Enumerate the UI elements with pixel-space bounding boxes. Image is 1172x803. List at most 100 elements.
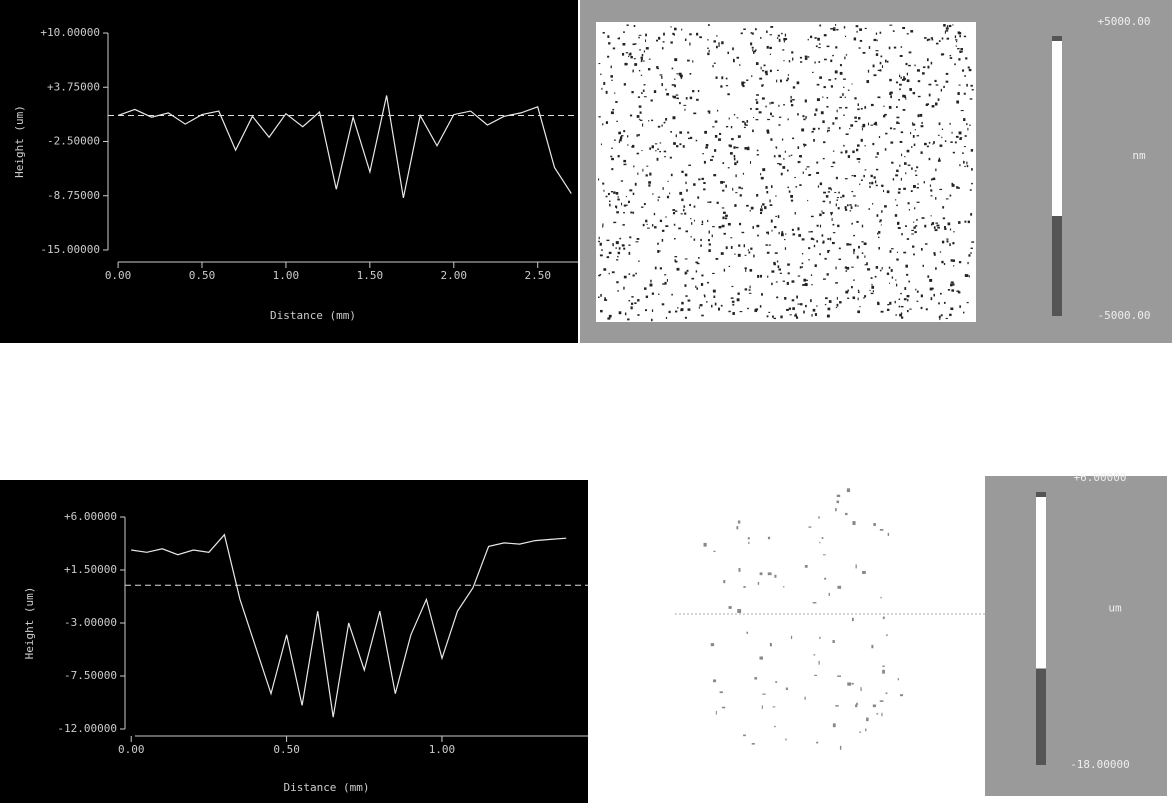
speckle	[659, 151, 662, 153]
speckle	[764, 70, 768, 74]
speckle	[623, 163, 627, 166]
speckle	[879, 219, 882, 222]
speckle	[916, 186, 919, 189]
speckle	[752, 49, 754, 52]
speckle	[872, 142, 875, 146]
x-axis-label: Distance (mm)	[270, 309, 356, 322]
speckle	[643, 287, 647, 290]
speckle	[623, 275, 627, 279]
speckle	[742, 172, 745, 175]
speckle	[783, 60, 785, 62]
speckle	[753, 254, 755, 258]
speckle	[617, 198, 620, 201]
speckle	[952, 242, 955, 245]
speckle	[681, 170, 684, 173]
speckle	[728, 265, 731, 267]
speckle	[875, 266, 879, 269]
speckle	[750, 32, 753, 34]
speckle	[735, 192, 738, 194]
speckle	[713, 174, 717, 177]
speckle	[647, 227, 650, 229]
speckle	[924, 243, 928, 245]
speckle	[827, 307, 831, 311]
speckle	[751, 75, 753, 77]
speckle	[957, 291, 961, 294]
speckle	[835, 203, 837, 207]
speckle	[933, 293, 935, 297]
speckle	[679, 143, 682, 146]
speckle	[852, 296, 856, 300]
speckle	[921, 72, 925, 75]
speckle	[722, 189, 725, 192]
speckle	[703, 188, 706, 191]
speckle	[819, 213, 822, 217]
speckle	[703, 294, 706, 296]
speckle	[846, 266, 850, 270]
speckle	[770, 185, 773, 188]
speckle	[778, 163, 782, 166]
speckle	[615, 205, 618, 209]
speckle	[872, 64, 875, 68]
speckle	[845, 150, 848, 153]
speckle	[794, 212, 796, 215]
speckle	[741, 82, 744, 86]
speckle	[804, 55, 808, 58]
speckle	[830, 59, 833, 63]
speckle	[731, 285, 734, 288]
x-tick-label: 0.50	[189, 269, 216, 282]
speckle	[632, 69, 634, 73]
speckle	[751, 32, 754, 35]
speckle	[682, 145, 685, 148]
speckle	[675, 94, 679, 96]
speckle	[856, 158, 859, 160]
speckle	[750, 206, 754, 210]
speckle	[930, 215, 932, 217]
speckle	[794, 176, 796, 179]
speckle	[687, 131, 690, 134]
speckle	[801, 262, 804, 265]
speckle	[707, 219, 709, 223]
speckle	[935, 197, 937, 200]
speckle	[963, 311, 965, 314]
speckle	[838, 191, 840, 194]
speckle	[631, 302, 634, 305]
speckle	[778, 154, 781, 158]
speckle	[830, 28, 834, 30]
speckle	[855, 564, 857, 569]
speckle	[933, 226, 936, 229]
speckle	[899, 74, 901, 78]
speckle	[774, 574, 777, 578]
speckle	[914, 207, 916, 210]
speckle	[939, 144, 943, 147]
speckle	[851, 682, 854, 685]
speckle	[854, 120, 858, 123]
speckle	[926, 145, 929, 148]
speckle	[778, 124, 781, 126]
speckle	[665, 316, 668, 319]
speckle	[684, 173, 688, 177]
speckle	[878, 246, 880, 250]
speckle	[897, 678, 899, 681]
speckle	[901, 233, 903, 236]
speckle	[674, 256, 678, 258]
speckle	[908, 280, 910, 283]
speckle	[700, 244, 702, 247]
speckle	[899, 83, 902, 86]
speckle	[604, 297, 606, 300]
speckle	[607, 192, 610, 196]
speckle	[614, 139, 616, 141]
speckle	[639, 119, 643, 121]
speckle	[708, 243, 711, 246]
speckle	[814, 61, 816, 64]
speckle	[843, 26, 846, 29]
speckle	[970, 213, 973, 216]
speckle	[613, 191, 616, 194]
speckle	[697, 196, 700, 199]
speckle	[679, 74, 683, 78]
speckle	[827, 250, 830, 253]
speckle	[631, 91, 634, 94]
speckle	[757, 234, 759, 237]
speckle	[722, 216, 725, 220]
speckle	[736, 56, 740, 59]
speckle	[812, 308, 816, 312]
